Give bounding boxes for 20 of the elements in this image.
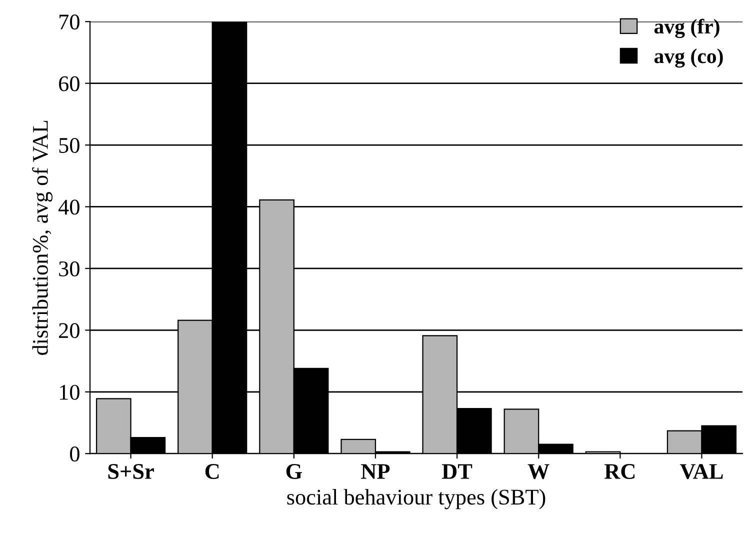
x-tick-label: S+Sr: [108, 464, 154, 479]
y-tick-label: 70: [60, 14, 80, 30]
legend-label: avg (fr): [654, 18, 720, 38]
x-tick-label: G: [286, 464, 302, 479]
legend-label: avg (co): [654, 48, 723, 68]
x-axis-title: social behaviour types (SBT): [287, 489, 546, 510]
y-tick-label: 50: [59, 138, 80, 153]
x-tick-label: DT: [442, 464, 472, 479]
y-tick-label: 40: [58, 200, 80, 215]
y-tick-label: 30: [59, 261, 80, 276]
x-tick-label: VAL: [680, 464, 723, 480]
x-tick-label: RC: [604, 464, 635, 479]
y-tick-label: 60: [59, 76, 80, 92]
x-tick-label: NP: [361, 464, 390, 479]
y-tick-label: 0: [70, 446, 80, 462]
x-tick-label: C: [205, 464, 219, 479]
y-tick-label: 10: [60, 384, 80, 400]
x-tick-label: W: [528, 464, 550, 480]
y-tick-label: 20: [59, 323, 80, 338]
y-axis-title: distribution%, avg of VAL: [32, 120, 52, 355]
